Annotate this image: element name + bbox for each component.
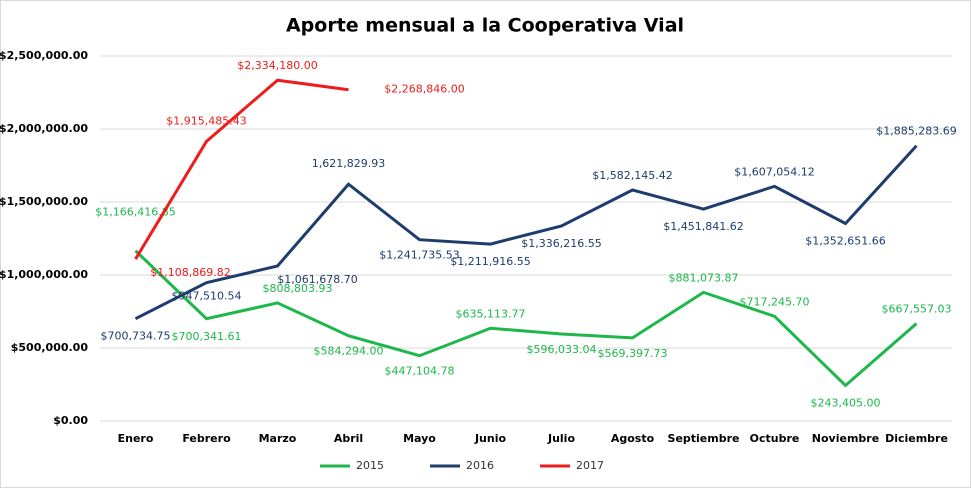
data-label: $1,336,216.55: [521, 237, 601, 250]
data-label: $596,033.04: [527, 343, 597, 356]
x-tick-label: Septiembre: [668, 432, 740, 445]
data-label: $447,104.78: [385, 365, 455, 378]
y-tick-label: $1,500,000.00: [0, 195, 88, 208]
data-label: $243,405.00: [811, 396, 881, 409]
series-line: [134, 144, 918, 321]
y-tick-label: $2,000,000.00: [0, 122, 88, 135]
legend-label: 2015: [356, 459, 384, 472]
x-tick-label: Junio: [474, 432, 507, 445]
data-label: $808,803.93: [263, 282, 333, 295]
data-label: $700,734.75: [101, 330, 171, 343]
x-tick-label: Noviembre: [812, 432, 879, 445]
x-tick-label: Agosto: [611, 432, 655, 445]
x-tick-label: Diciembre: [885, 432, 948, 445]
data-label: $881,073.87: [669, 271, 739, 284]
data-label: $1,211,916.55: [450, 255, 530, 268]
data-label: $1,607,054.12: [734, 165, 814, 178]
series-line: [134, 78, 349, 260]
data-label: $1,061,678.70: [277, 273, 357, 286]
data-label: 1,621,829.93: [312, 157, 385, 170]
data-label: $717,245.70: [740, 295, 810, 308]
data-label: $584,294.00: [314, 345, 384, 358]
data-label: $1,166,416.85: [95, 206, 175, 219]
y-tick-label: $500,000.00: [11, 341, 89, 354]
x-tick-label: Mayo: [403, 432, 436, 445]
x-tick-label: Abril: [334, 432, 363, 445]
series-line: [134, 249, 918, 388]
x-tick-label: Febrero: [182, 432, 231, 445]
data-label: $700,341.61: [172, 330, 242, 343]
legend-label: 2017: [576, 459, 604, 472]
x-tick-label: Octubre: [750, 432, 800, 445]
data-label: $2,268,846.00: [384, 83, 464, 96]
y-tick-label: $0.00: [53, 414, 88, 427]
data-label: $947,510.54: [172, 290, 242, 303]
data-label: $635,113.77: [456, 307, 526, 320]
data-label: $2,334,180.00: [237, 59, 317, 72]
data-label: $1,915,485.43: [166, 114, 246, 127]
data-label: $1,108,869.82: [150, 266, 230, 279]
data-label: $1,241,735.53: [379, 249, 459, 262]
x-tick-label: Julio: [547, 432, 575, 445]
data-label: $1,352,651.66: [805, 235, 885, 248]
data-label: $667,557.03: [882, 303, 952, 316]
x-tick-label: Marzo: [259, 432, 297, 445]
y-tick-label: $1,000,000.00: [0, 268, 88, 281]
data-label: $1,885,283.69: [876, 125, 956, 138]
legend-label: 2016: [466, 459, 494, 472]
y-tick-label: $2,500,000.00: [0, 49, 88, 62]
chart-title: Aporte mensual a la Cooperativa Vial: [286, 15, 684, 37]
data-label: $1,582,145.42: [592, 169, 672, 182]
data-label: $1,451,841.62: [663, 220, 743, 233]
x-tick-label: Enero: [118, 432, 154, 445]
data-label: $569,397.73: [598, 347, 668, 360]
